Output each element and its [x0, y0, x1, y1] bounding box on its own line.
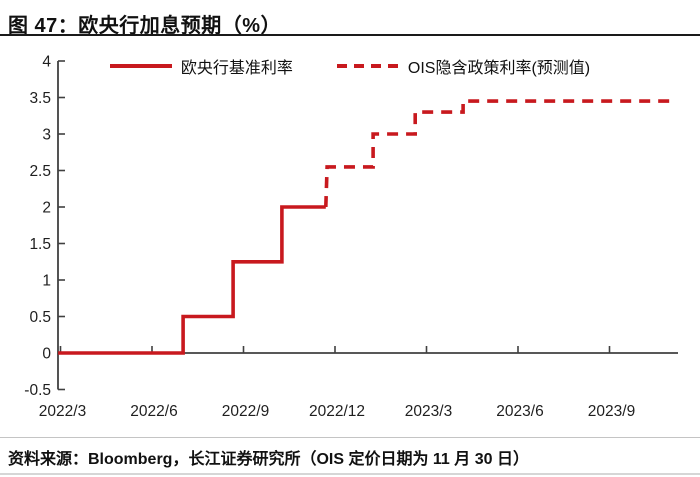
- legend-label-ois: OIS隐含政策利率(预测值): [407, 60, 591, 77]
- x-tick-label: 2023/3: [405, 403, 452, 420]
- y-tick-label: -0.5: [24, 382, 51, 399]
- x-tick-label: 2023/6: [496, 403, 543, 420]
- dashed-line-swatch-icon: [336, 64, 399, 68]
- y-tick-label: 3.5: [29, 90, 51, 107]
- legend-item-ois: OIS隐含政策利率(预测值): [336, 54, 591, 78]
- chart-legend: 欧央行基准利率 OIS隐含政策利率(预测值): [0, 54, 700, 78]
- y-tick-label: 1: [42, 273, 51, 290]
- series-line-solid: [58, 205, 326, 355]
- y-tick-label: 0.5: [29, 309, 51, 326]
- y-tick-label: 0: [42, 346, 51, 363]
- x-tick-label: 2022/12: [309, 403, 365, 420]
- y-tick-label: 3: [42, 127, 51, 144]
- legend-label-base-rate: 欧央行基准利率: [180, 60, 293, 77]
- title-underline: [0, 34, 700, 36]
- chart-title: 图 47：欧央行加息预期（%）: [8, 15, 282, 37]
- source-note: 资料来源：Bloomberg，长江证券研究所（OIS 定价日期为 11 月 30…: [8, 451, 529, 468]
- x-tick-label: 2023/9: [588, 403, 635, 420]
- x-tick-label: 2022/3: [39, 403, 86, 420]
- footer-divider: [0, 437, 700, 438]
- y-tick-label: 4: [42, 54, 51, 71]
- series-line-dashed: [324, 99, 672, 208]
- x-tick-label: 2022/6: [130, 403, 177, 420]
- y-tick-label: 2.5: [29, 163, 51, 180]
- x-tick-label: 2022/9: [222, 403, 269, 420]
- legend-item-base-rate: 欧央行基准利率: [109, 54, 293, 78]
- solid-line-swatch-icon: [109, 64, 172, 68]
- y-tick-label: 2: [42, 200, 51, 217]
- bottom-divider: [0, 473, 700, 475]
- y-tick-label: 1.5: [29, 236, 51, 253]
